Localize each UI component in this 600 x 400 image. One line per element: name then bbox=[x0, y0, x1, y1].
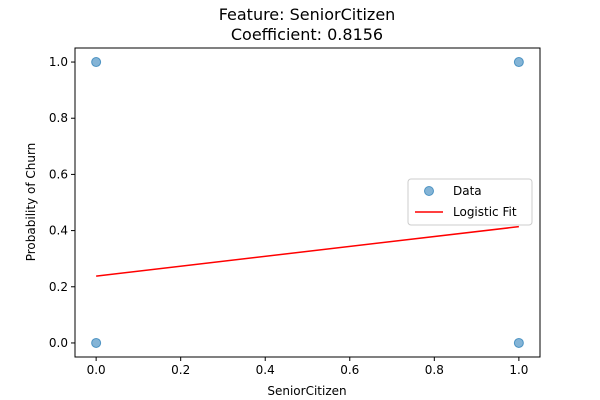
y-tick-label: 0.0 bbox=[49, 336, 68, 350]
y-tick-label: 0.4 bbox=[49, 224, 68, 238]
legend-label: Data bbox=[453, 184, 482, 198]
x-tick-label: 0.6 bbox=[340, 363, 359, 377]
y-tick-label: 0.2 bbox=[49, 280, 68, 294]
x-axis-label: SeniorCitizen bbox=[267, 384, 346, 398]
chart-title-line2: Coefficient: 0.8156 bbox=[231, 25, 383, 44]
y-tick-label: 0.6 bbox=[49, 167, 68, 181]
data-point-3 bbox=[513, 57, 524, 68]
axes-frame bbox=[74, 47, 541, 358]
x-tick-label: 0.2 bbox=[171, 363, 190, 377]
legend-label: Logistic Fit bbox=[453, 205, 517, 219]
chart-title-line1: Feature: SeniorCitizen bbox=[219, 5, 396, 24]
series-line-logistic-fit bbox=[96, 225, 519, 277]
plot-area: 0.0 0.2 0.4 0.6 0.8 1.0 0.0 0.2 0.4 0.6 0.8 1.0 bbox=[49, 47, 541, 377]
legend-box bbox=[407, 178, 533, 226]
data-point-0 bbox=[91, 337, 102, 348]
x-tick-label: 0.4 bbox=[256, 363, 275, 377]
data-point-1 bbox=[91, 57, 102, 68]
y-tick-label: 1.0 bbox=[49, 55, 68, 69]
y-axis-label: Probability of Churn bbox=[24, 143, 38, 262]
legend: Data Logistic Fit bbox=[407, 178, 533, 226]
legend-swatch-marker bbox=[424, 186, 434, 196]
data-point-2 bbox=[513, 337, 524, 348]
y-tick-label: 0.8 bbox=[49, 111, 68, 125]
x-tick-label: 1.0 bbox=[509, 363, 528, 377]
x-tick-label: 0.0 bbox=[87, 363, 106, 377]
x-tick-label: 0.8 bbox=[425, 363, 444, 377]
